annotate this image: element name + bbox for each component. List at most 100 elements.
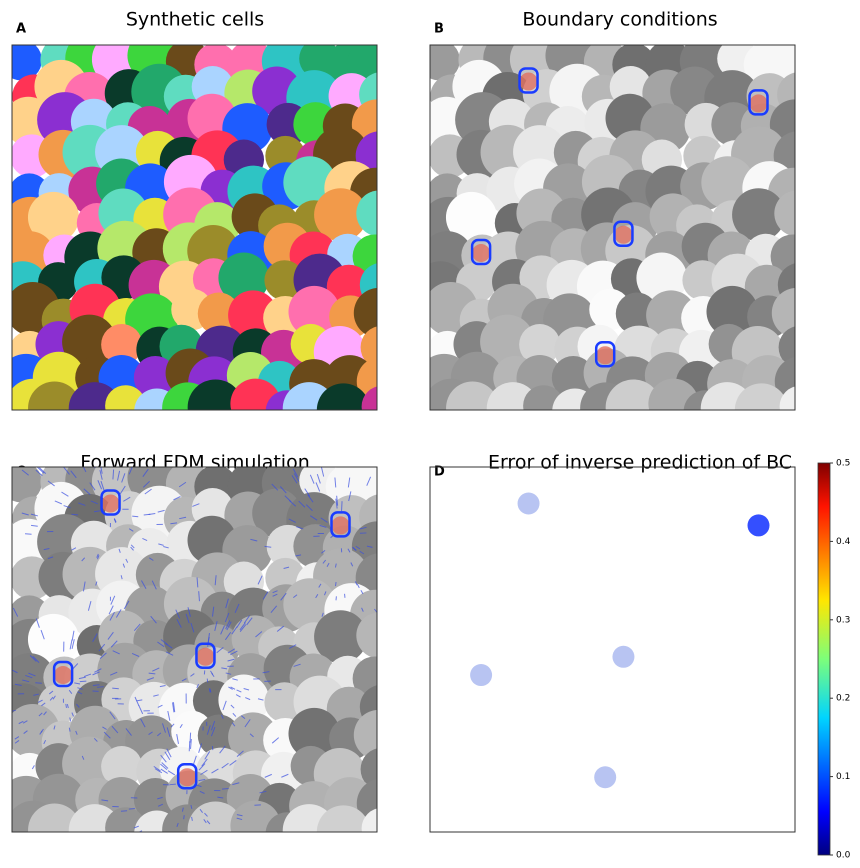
flow-arrow: [362, 431, 364, 441]
flow-arrow: [423, 515, 430, 519]
flow-arrow: [151, 413, 154, 422]
flow-arrow: [161, 835, 164, 838]
flow-arrow: [366, 454, 369, 463]
force-region: [178, 768, 196, 786]
flow-arrow: [1, 634, 7, 641]
flow-arrow: [220, 844, 223, 847]
flow-arrow: [199, 835, 200, 839]
colorbar-tick-label: 0.4: [836, 537, 851, 547]
flow-arrow: [198, 842, 199, 846]
colorbar-tick-label: 0.0: [836, 851, 851, 861]
flow-arrow: [420, 545, 427, 546]
flow-arrow: [327, 450, 328, 460]
flow-arrow: [378, 454, 382, 463]
flow-arrow: [66, 704, 67, 708]
flow-arrow: [29, 455, 35, 461]
flow-arrow: [30, 443, 36, 450]
flow-arrow: [6, 728, 11, 730]
flow-arrow: [184, 815, 185, 819]
flow-arrow: [189, 741, 190, 751]
flow-arrow: [329, 452, 330, 462]
force-region: [332, 516, 350, 534]
panel-title: Error of inverse prediction of BC: [488, 452, 792, 474]
flow-arrow: [207, 679, 208, 683]
flow-arrow: [93, 685, 100, 686]
flow-arrow: [71, 514, 78, 515]
colorbar: [818, 463, 830, 855]
flow-arrow: [77, 431, 80, 440]
flow-arrow: [112, 688, 119, 689]
flow-arrow: [405, 568, 411, 569]
flow-arrow: [201, 846, 202, 850]
error-spot: [470, 664, 492, 686]
force-region: [750, 94, 768, 112]
panel-image: [414, 30, 825, 437]
error-spot: [612, 646, 634, 668]
figure: ASynthetic cellsBBoundary conditionsCFor…: [0, 0, 860, 864]
panel-title: Boundary conditions: [522, 9, 717, 31]
cell: [356, 190, 402, 236]
flow-arrow: [132, 516, 138, 517]
cell: [774, 190, 820, 236]
panel-image: [0, 30, 407, 437]
flow-arrow: [358, 456, 360, 466]
flow-arrow: [97, 687, 104, 688]
flow-arrow: [102, 437, 103, 447]
flow-arrow: [85, 418, 87, 428]
flow-arrow: [384, 581, 388, 584]
cell: [362, 808, 403, 849]
cell: [362, 386, 403, 427]
flow-arrow: [212, 746, 213, 750]
flow-arrow: [391, 507, 398, 512]
colorbar-tick-label: 0.1: [836, 772, 850, 782]
colorbar-tick-label: 0.3: [836, 615, 850, 625]
panel-image: [0, 413, 441, 864]
cell: [780, 386, 821, 427]
error-spot: [594, 766, 616, 788]
cell: [772, 288, 822, 338]
flow-arrow: [2, 650, 9, 655]
flow-arrow: [422, 499, 429, 504]
flow-arrow: [198, 845, 199, 849]
flow-arrow: [430, 493, 437, 498]
flow-arrow: [323, 438, 324, 448]
flow-arrow: [393, 598, 397, 601]
flow-arrow: [434, 520, 441, 523]
cell: [356, 612, 402, 658]
flow-arrow: [348, 456, 349, 466]
flow-arrow: [103, 413, 104, 423]
colorbar-tick-label: 0.2: [836, 694, 850, 704]
flow-arrow: [170, 784, 176, 785]
flow-arrow: [144, 514, 151, 515]
flow-arrow: [356, 443, 357, 453]
flow-arrow: [385, 493, 391, 500]
force-region: [614, 226, 632, 244]
force-region: [596, 346, 614, 364]
flow-arrow: [0, 608, 5, 616]
flow-arrow: [329, 452, 330, 462]
force-region: [520, 73, 538, 91]
colorbar-tick-label: 0.5: [836, 459, 850, 469]
flow-arrow: [190, 733, 191, 743]
force-region: [102, 495, 120, 513]
flow-arrow: [152, 834, 155, 837]
force-region: [472, 244, 490, 262]
flow-arrow: [129, 809, 135, 810]
flow-arrow: [336, 582, 337, 586]
panel-label: B: [434, 22, 444, 37]
flow-arrow: [406, 583, 411, 585]
flow-arrow: [159, 428, 163, 437]
flow-arrow: [290, 443, 294, 452]
flow-arrow: [128, 441, 130, 451]
flow-arrow: [387, 456, 391, 465]
flow-arrow: [380, 603, 383, 606]
flow-arrow: [232, 846, 236, 849]
panel-image: [470, 493, 769, 789]
error-spot: [748, 514, 770, 536]
flow-arrow: [222, 843, 225, 846]
flow-arrow: [4, 721, 9, 723]
flow-arrow: [246, 847, 250, 849]
force-region: [54, 666, 72, 684]
force-region: [196, 648, 214, 666]
flow-arrow: [173, 850, 174, 854]
